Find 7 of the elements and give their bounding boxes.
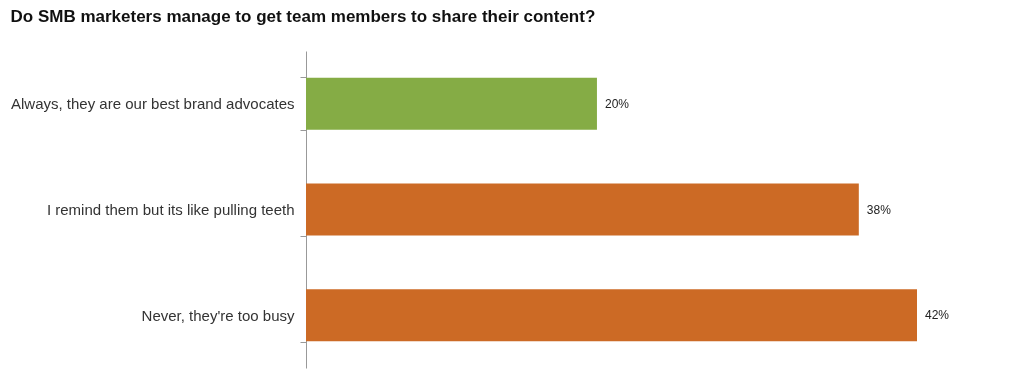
chart-title: Do SMB marketers manage to get team members to share their content? [10,7,596,26]
data-label: 38% [866,202,892,217]
data-label: 42% [925,308,950,323]
y-tick-label: Never, they're too busy [141,306,295,324]
y-tick-label: Always, they are our best brand advocates [11,95,295,113]
data-label: 20% [604,96,630,111]
y-tick-label: I remind them but its like pulling teeth [46,201,295,218]
